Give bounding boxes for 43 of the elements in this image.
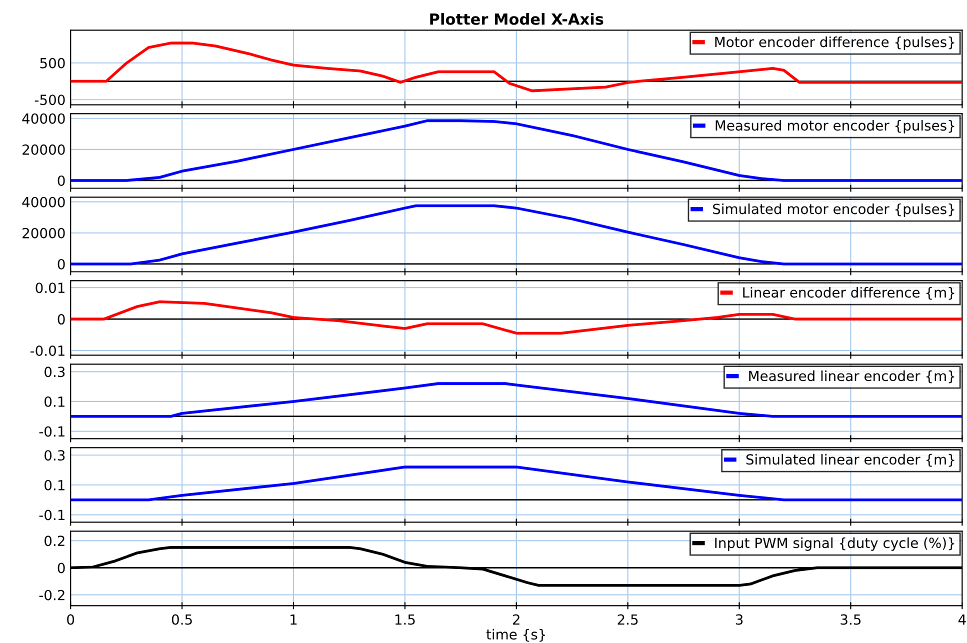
x-tick-label: 1.5	[395, 614, 415, 625]
y-tick-label: 0.1	[44, 480, 64, 490]
x-tick-label: 3	[736, 614, 743, 625]
legend-label: Linear encoder difference {m}	[743, 286, 954, 300]
y-tick-label: -0.2	[39, 590, 64, 600]
line-series	[70, 382, 962, 418]
legend-label: Input PWM signal {duty cycle (%)}	[715, 537, 954, 551]
y-tick-label: 0.3	[44, 450, 65, 461]
y-tick-label: -0.01	[30, 345, 64, 356]
y-tick-label: -500	[34, 94, 65, 106]
x-tick-label: 0	[67, 614, 74, 625]
y-tick-label: 0	[58, 258, 65, 270]
line-series	[70, 300, 962, 335]
y-tick-label: 0.2	[44, 536, 64, 546]
x-tick-label: 4	[958, 614, 966, 625]
y-tick-label: 0.1	[44, 396, 64, 407]
x-tick-label: 0.5	[172, 614, 192, 625]
x-tick-label: 2	[512, 614, 520, 625]
legend-label: Measured linear encoder {m}	[749, 370, 954, 384]
y-tick-label: -0.1	[39, 510, 64, 520]
y-tick-label: 40000	[22, 113, 65, 124]
y-tick-label: 0	[58, 562, 65, 574]
line-series	[70, 466, 962, 502]
y-tick-label: 0	[58, 314, 65, 325]
x-tick-label: 1	[290, 614, 297, 625]
x-axis-title: time {s}	[486, 628, 545, 642]
y-tick-label: 0.01	[36, 282, 64, 294]
legend-label: Simulated linear encoder {m}	[746, 454, 954, 467]
legend-label: Measured motor encoder {pulses}	[716, 120, 954, 134]
y-tick-label: 20000	[22, 144, 65, 155]
y-tick-label: 500	[40, 58, 65, 68]
line-series	[70, 119, 962, 182]
x-tick-label: 2.5	[618, 614, 638, 625]
y-tick-label: 20000	[22, 228, 65, 238]
y-tick-label: -0.1	[39, 426, 64, 437]
y-tick-label: 0	[58, 175, 65, 186]
x-tick-label: 3.5	[840, 614, 861, 625]
legend-label: Motor encoder difference {pulses}	[715, 36, 954, 50]
y-tick-label: 0.3	[44, 366, 65, 378]
line-series	[70, 204, 962, 266]
legend-label: Simulated motor encoder {pulses}	[713, 203, 954, 217]
chart-title: Plotter Model X-Axis	[430, 13, 604, 25]
y-tick-label: 40000	[22, 196, 65, 208]
